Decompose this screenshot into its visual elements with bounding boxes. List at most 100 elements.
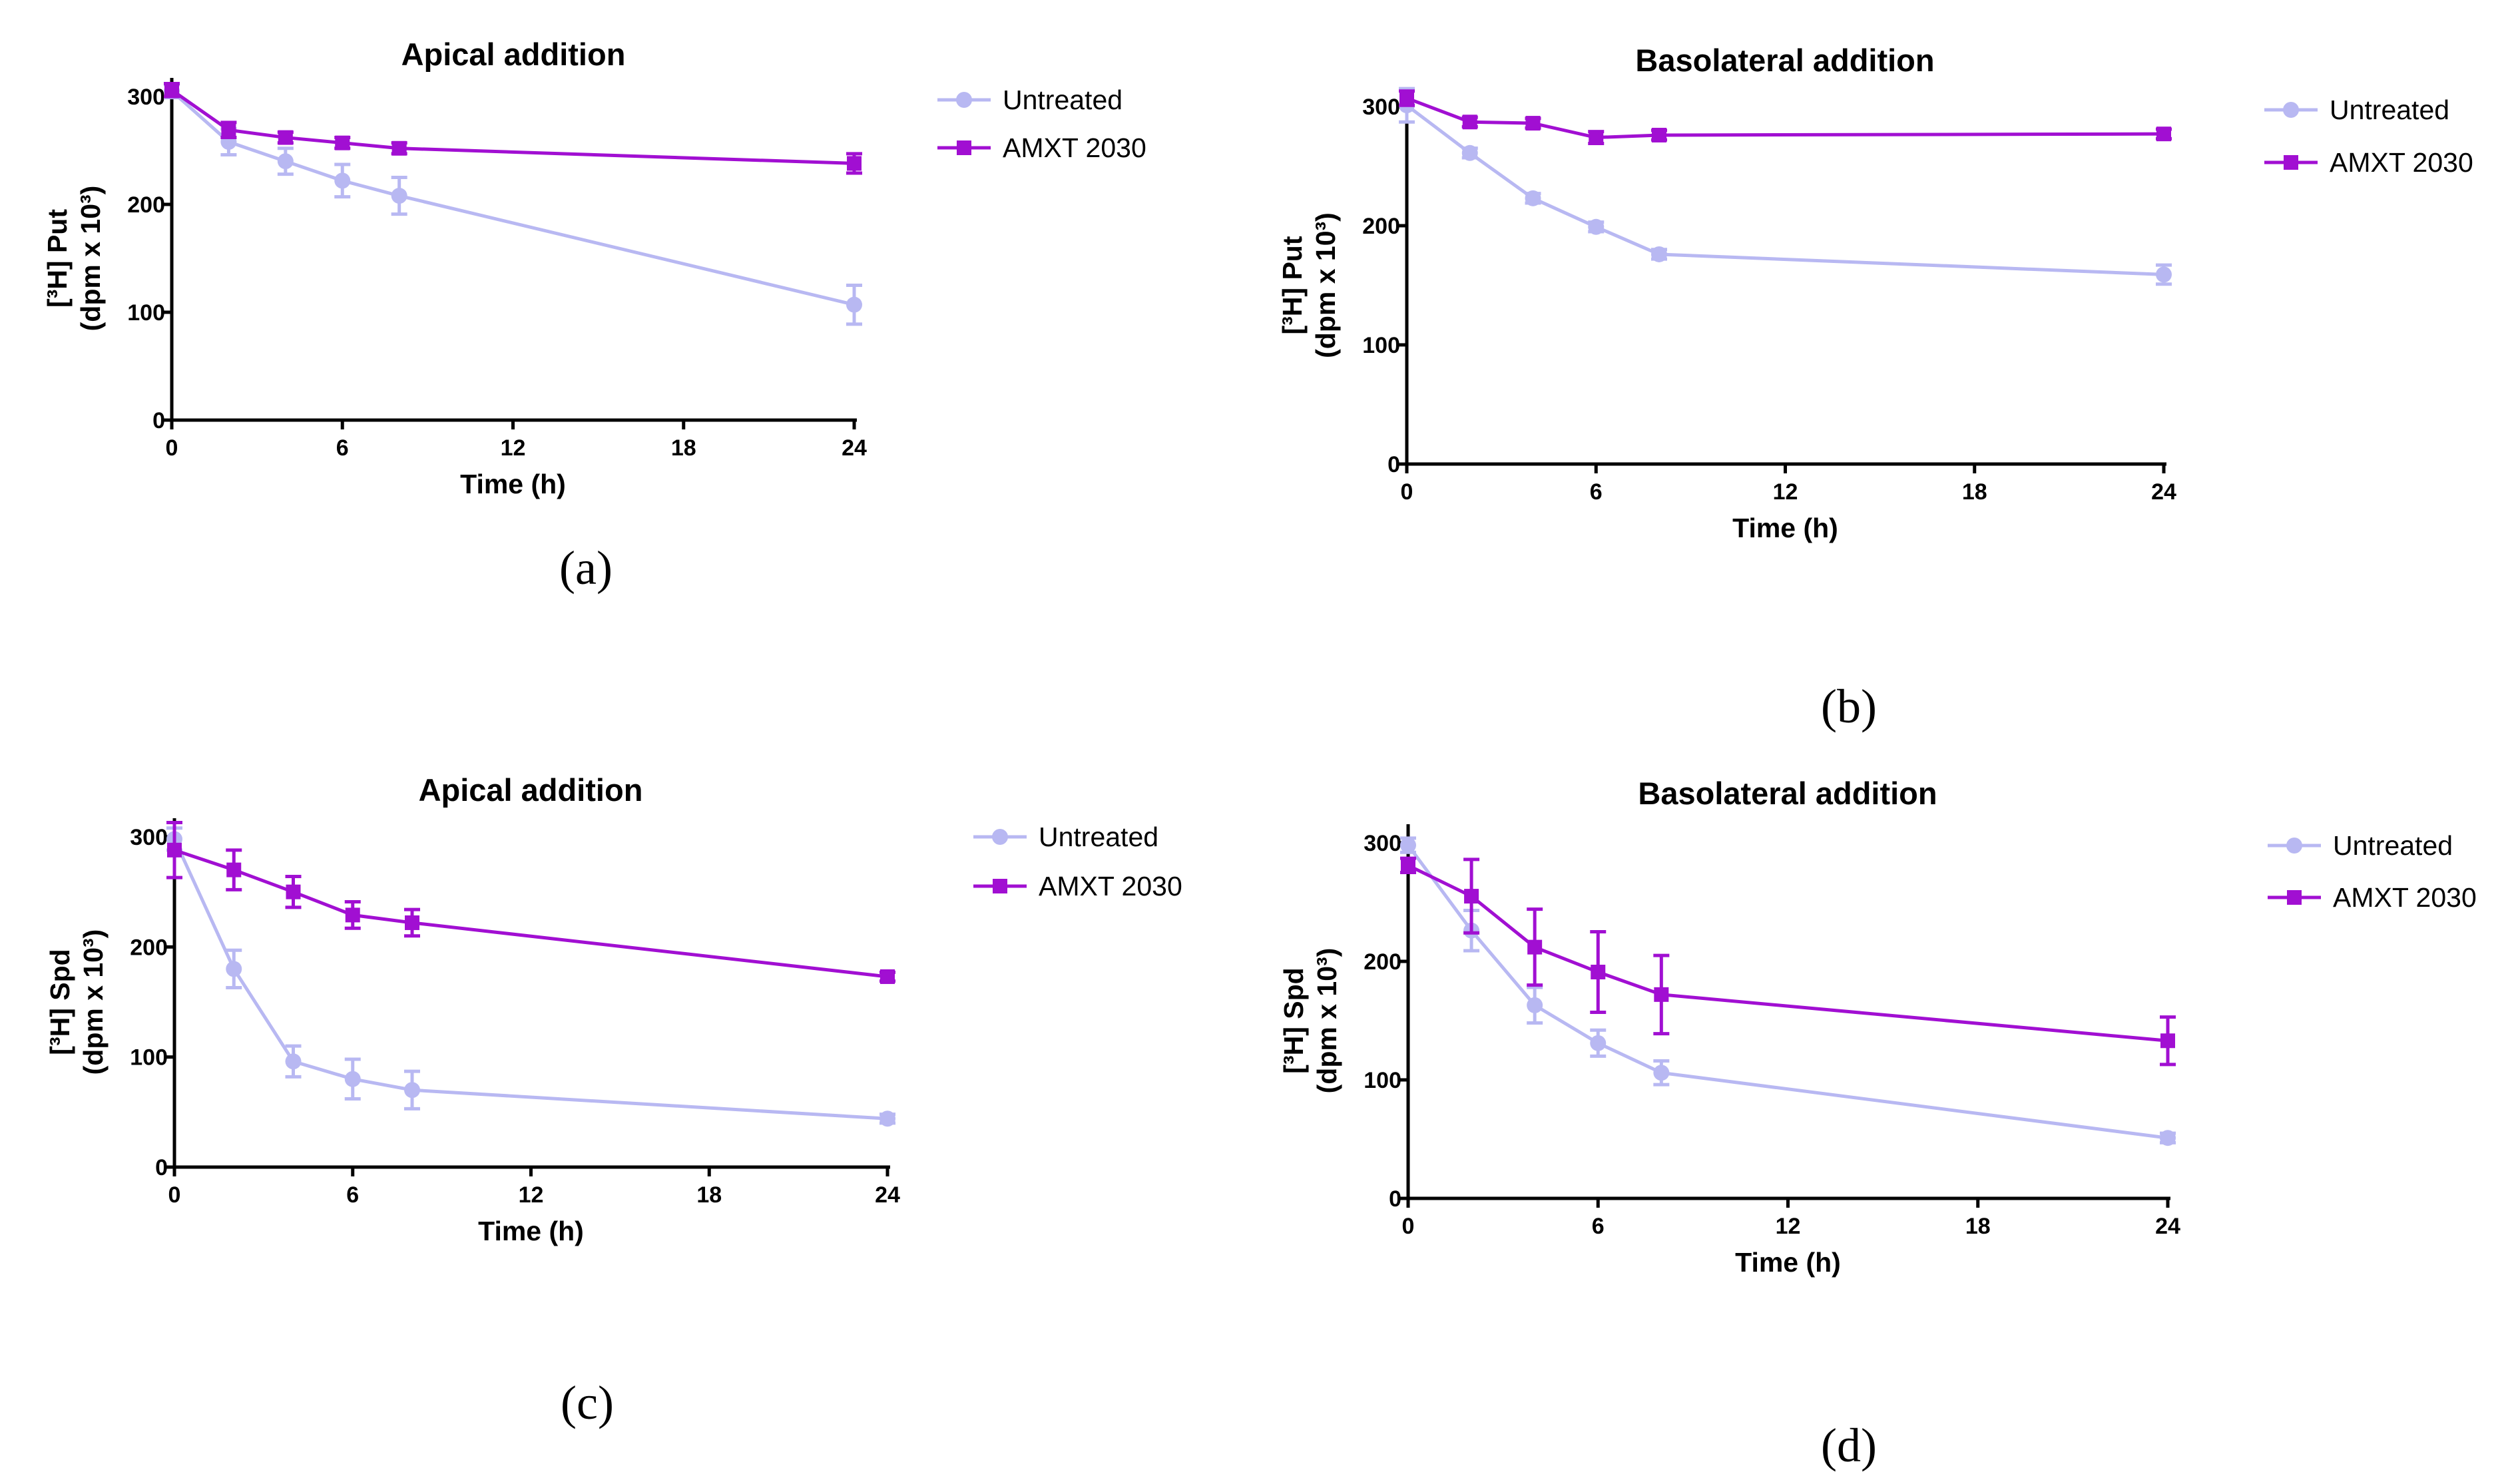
- x-tick-label: 6: [346, 1182, 359, 1208]
- chart-title: Basolateral addition: [1638, 776, 1937, 811]
- legend-marker: [2287, 890, 2302, 905]
- y-tick-label: 200: [127, 192, 165, 218]
- data-point: [405, 915, 419, 930]
- data-point: [1461, 144, 1478, 161]
- data-point: [846, 296, 862, 313]
- series-untreated: [164, 83, 862, 326]
- x-tick-label: 18: [1962, 479, 1987, 505]
- series-line: [1405, 104, 2164, 276]
- data-point: [2156, 266, 2172, 283]
- data-point: [1462, 115, 1477, 130]
- legend-label: AMXT 2030: [2330, 147, 2473, 178]
- x-tick-label: 12: [501, 435, 526, 461]
- y-axis-label-main: [³H] Spd: [45, 949, 75, 1055]
- data-point: [1588, 218, 1605, 235]
- x-tick-label: 24: [2151, 479, 2176, 505]
- data-point: [221, 123, 236, 138]
- data-point: [1654, 987, 1669, 1002]
- chart-title: Apical addition: [401, 37, 626, 72]
- series-untreated: [166, 826, 895, 1127]
- y-tick-label: 0: [152, 408, 165, 433]
- data-point: [226, 961, 242, 977]
- data-point: [879, 1111, 895, 1127]
- series-untreated: [1400, 836, 2176, 1146]
- series-untreated: [1399, 87, 2172, 286]
- data-point: [1525, 116, 1541, 131]
- chart-title: Basolateral addition: [1635, 43, 1934, 78]
- y-tick-label: 300: [1364, 831, 1401, 856]
- y-axis-label-main: [³H] Put: [42, 209, 73, 308]
- data-point: [286, 884, 301, 899]
- data-point: [1653, 1065, 1670, 1081]
- x-tick-label: 24: [2155, 1214, 2180, 1239]
- x-tick-label: 18: [696, 1182, 722, 1208]
- data-point: [1527, 939, 1543, 955]
- legend-marker: [993, 879, 1007, 893]
- chart-title: Apical addition: [419, 772, 643, 808]
- data-point: [285, 1053, 302, 1070]
- x-tick-label: 12: [1773, 479, 1798, 505]
- x-tick-label: 18: [671, 435, 696, 461]
- x-tick-label: 0: [1402, 1214, 1415, 1239]
- data-point: [344, 1071, 361, 1087]
- data-point: [1651, 246, 1667, 262]
- x-axis-label: Time (h): [1732, 513, 1838, 543]
- data-point: [1464, 889, 1479, 904]
- chart-panel-1: Basolateral addition 0 6 12 18 24 0 100 200 300 Ti…: [1277, 43, 2473, 733]
- y-axis-label-sub: (dpm x 10³): [75, 186, 106, 332]
- data-point: [880, 969, 895, 984]
- y-tick-label: 100: [130, 1045, 168, 1071]
- data-point: [1525, 190, 1541, 206]
- legend-label: AMXT 2030: [1039, 871, 1182, 901]
- y-tick-label: 0: [155, 1155, 168, 1180]
- panel-label: (a): [559, 541, 613, 595]
- y-axis-label-sub: (dpm x 10³): [1310, 212, 1341, 358]
- data-point: [1401, 858, 1415, 873]
- legend-marker: [2284, 155, 2298, 170]
- data-point: [277, 153, 294, 170]
- y-tick-label: 100: [1364, 1068, 1401, 1093]
- y-tick-label: 200: [130, 935, 168, 960]
- data-point: [1400, 837, 1416, 854]
- legend-label: Untreated: [1003, 85, 1123, 115]
- panel-label: (d): [1821, 1419, 1877, 1472]
- series-line: [172, 838, 888, 1120]
- y-tick-label: 300: [1362, 95, 1400, 120]
- y-tick-label: 300: [130, 825, 168, 850]
- x-axis-label: Time (h): [1735, 1247, 1841, 1278]
- series-amxt-2030: [166, 821, 895, 984]
- y-tick-label: 200: [1362, 214, 1400, 239]
- data-point: [1590, 1035, 1607, 1051]
- chart-panel-3: Basolateral addition 0 6 12 18 24 0 100 200 300 Ti…: [1278, 776, 2477, 1472]
- data-point: [1652, 127, 1666, 142]
- series-amxt-2030: [164, 82, 862, 175]
- legend-label: AMXT 2030: [2333, 882, 2477, 913]
- data-point: [2160, 1033, 2175, 1049]
- x-tick-label: 24: [842, 435, 867, 461]
- y-tick-label: 100: [1362, 333, 1400, 358]
- y-axis-label-sub: (dpm x 10³): [78, 929, 109, 1075]
- y-axis-label-sub: (dpm x 10³): [1312, 948, 1342, 1094]
- series-line: [1406, 844, 2168, 1140]
- y-tick-label: 300: [127, 85, 165, 110]
- data-point: [391, 188, 407, 204]
- data-point: [391, 140, 407, 156]
- data-point: [1591, 965, 1606, 980]
- series-line: [174, 848, 888, 979]
- series-amxt-2030: [1399, 89, 2172, 145]
- y-axis-label-main: [³H] Spd: [1278, 967, 1309, 1073]
- x-tick-label: 6: [1592, 1214, 1605, 1239]
- x-tick-label: 18: [1965, 1214, 1991, 1239]
- y-tick-label: 200: [1364, 949, 1401, 975]
- data-point: [164, 83, 179, 98]
- x-axis-label: Time (h): [460, 469, 566, 499]
- data-point: [278, 130, 293, 145]
- legend-marker: [992, 829, 1008, 845]
- x-tick-label: 6: [336, 435, 349, 461]
- data-point: [226, 862, 242, 877]
- legend-label: Untreated: [2333, 830, 2453, 861]
- data-point: [167, 842, 182, 858]
- series-amxt-2030: [1400, 856, 2176, 1067]
- x-tick-label: 0: [1401, 479, 1413, 505]
